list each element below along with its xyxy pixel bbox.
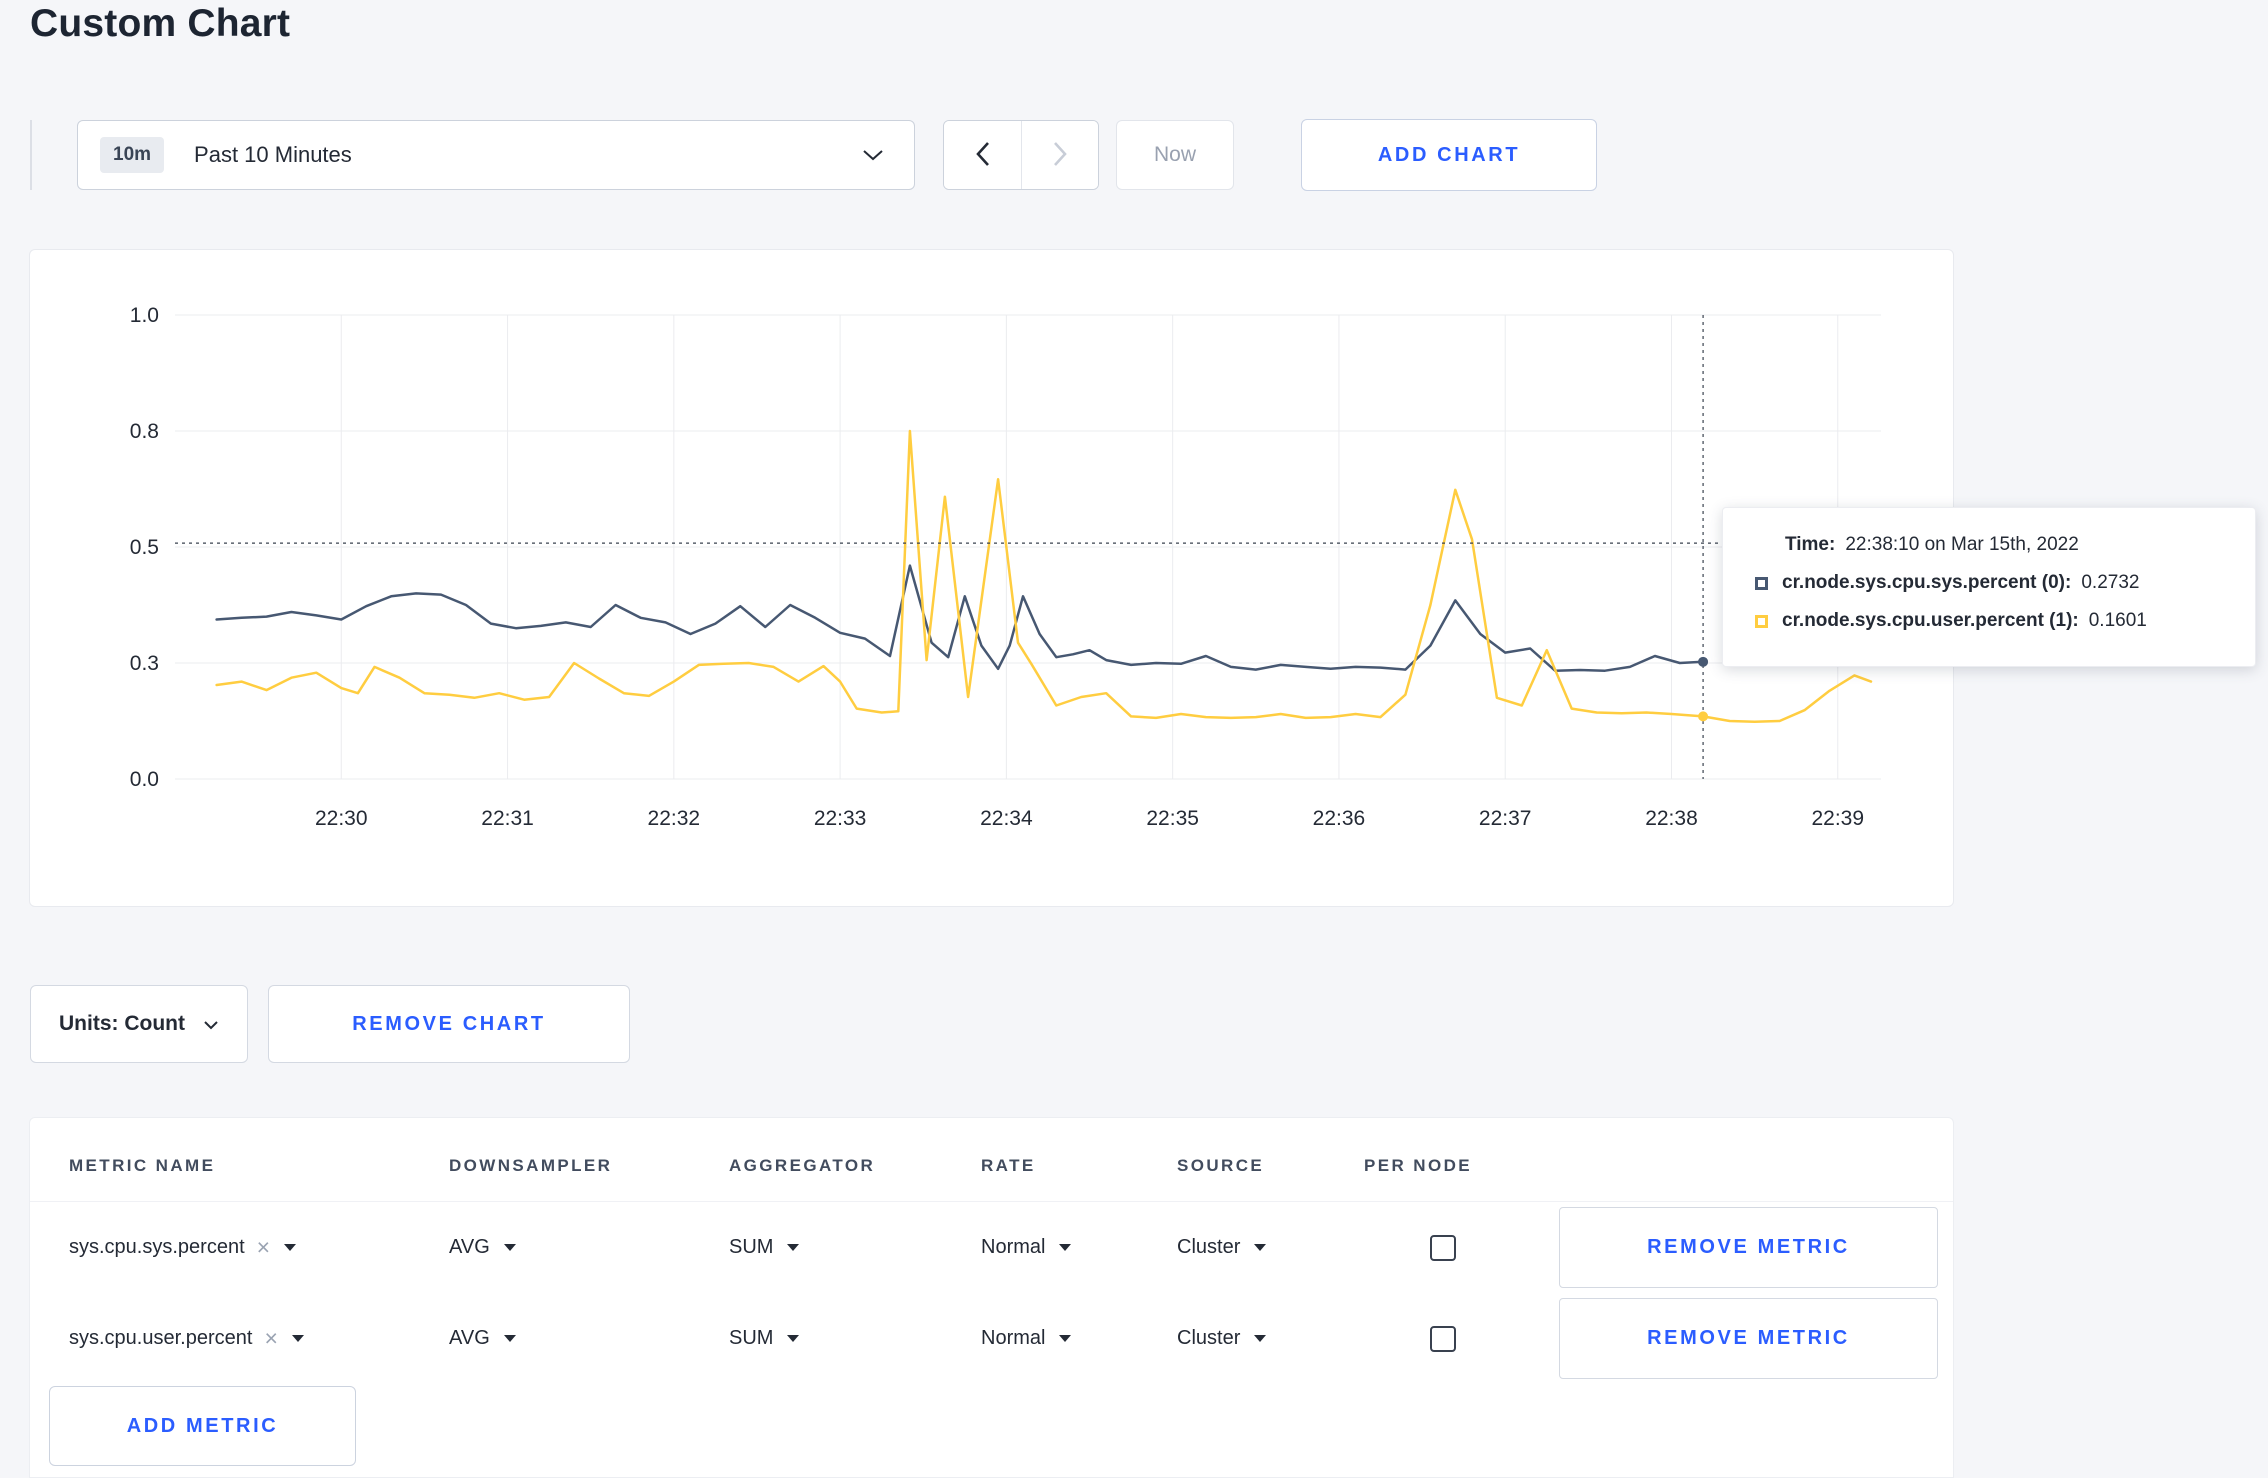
col-header-rate: RATE bbox=[981, 1155, 1036, 1175]
dropdown-caret-icon[interactable] bbox=[284, 1244, 297, 1251]
chevron-right-icon bbox=[1052, 140, 1068, 171]
aggregator-select[interactable]: SUM bbox=[729, 1327, 800, 1350]
aggregator-select[interactable]: SUM bbox=[729, 1236, 800, 1259]
svg-text:22:30: 22:30 bbox=[315, 807, 368, 830]
aggregator-value: SUM bbox=[729, 1236, 774, 1258]
tooltip-series-value: 0.1601 bbox=[2088, 610, 2147, 631]
chart-panel: 0.0 0.3 0.5 0.8 1.0 22:30 22:31 22:32 22:33 22:34… bbox=[29, 249, 2256, 908]
tooltip-series-name: cr.node.sys.cpu.sys.percent (0): bbox=[1782, 572, 2072, 593]
svg-text:22:36: 22:36 bbox=[1313, 807, 1366, 830]
tooltip-series-value: 0.2732 bbox=[2081, 572, 2140, 593]
time-range-dropdown[interactable]: 10m Past 10 Minutes bbox=[77, 120, 915, 190]
col-header-downsampler: DOWNSAMPLER bbox=[449, 1155, 613, 1175]
metrics-table-panel: METRIC NAME DOWNSAMPLER AGGREGATOR RATE … bbox=[29, 1117, 1954, 1478]
chart-tooltip: Time: 22:38:10 on Mar 15th, 2022 cr.node… bbox=[1722, 507, 2256, 667]
rate-value: Normal bbox=[981, 1236, 1046, 1258]
dropdown-caret-icon bbox=[1059, 1244, 1072, 1251]
dropdown-caret-icon bbox=[1254, 1244, 1267, 1251]
remove-chart-button[interactable]: REMOVE CHART bbox=[267, 985, 630, 1063]
add-chart-button[interactable]: ADD CHART bbox=[1301, 119, 1597, 191]
svg-text:22:33: 22:33 bbox=[814, 807, 867, 830]
svg-text:1.0: 1.0 bbox=[130, 304, 159, 327]
add-metric-button[interactable]: ADD METRIC bbox=[49, 1386, 356, 1466]
rate-select[interactable]: Normal bbox=[981, 1236, 1072, 1259]
tooltip-time-value: 22:38:10 on Mar 15th, 2022 bbox=[1845, 534, 2079, 555]
col-header-aggregator: AGGREGATOR bbox=[729, 1155, 876, 1175]
remove-metric-button[interactable]: REMOVE METRIC bbox=[1559, 1298, 1938, 1379]
time-nav-group bbox=[943, 120, 1099, 190]
dropdown-caret-icon[interactable] bbox=[291, 1335, 304, 1342]
tooltip-time-label: Time: bbox=[1785, 534, 1836, 555]
col-header-metric-name: METRIC NAME bbox=[69, 1155, 216, 1175]
downsampler-select[interactable]: AVG bbox=[449, 1327, 516, 1350]
svg-text:22:39: 22:39 bbox=[1811, 807, 1864, 830]
toolbar: 10m Past 10 Minutes Now ADD CHART bbox=[30, 119, 1597, 191]
now-button[interactable]: Now bbox=[1116, 120, 1234, 190]
dropdown-caret-icon bbox=[1254, 1335, 1267, 1342]
per-node-checkbox[interactable] bbox=[1430, 1325, 1456, 1352]
svg-text:22:31: 22:31 bbox=[481, 807, 534, 830]
rate-value: Normal bbox=[981, 1327, 1046, 1349]
page-title: Custom Chart bbox=[30, 2, 291, 45]
remove-metric-button[interactable]: REMOVE METRIC bbox=[1559, 1207, 1938, 1288]
metric-row: sys.cpu.sys.percent × AVG SUM Normal Clu… bbox=[30, 1202, 1953, 1293]
series-sys-swatch-icon bbox=[1755, 576, 1768, 590]
dropdown-caret-icon bbox=[503, 1335, 516, 1342]
metric-name-select[interactable]: sys.cpu.sys.percent × bbox=[69, 1236, 449, 1259]
time-range-badge: 10m bbox=[100, 137, 165, 173]
source-select[interactable]: Cluster bbox=[1177, 1236, 1267, 1259]
svg-text:22:35: 22:35 bbox=[1146, 807, 1199, 830]
downsampler-value: AVG bbox=[449, 1327, 490, 1349]
svg-text:22:34: 22:34 bbox=[980, 807, 1033, 830]
metric-name-select[interactable]: sys.cpu.user.percent × bbox=[69, 1327, 449, 1350]
tooltip-series-name: cr.node.sys.cpu.user.percent (1): bbox=[1782, 610, 2079, 631]
clear-metric-icon[interactable]: × bbox=[256, 1234, 271, 1260]
aggregator-value: SUM bbox=[729, 1327, 774, 1349]
chevron-down-icon bbox=[862, 149, 884, 161]
rate-select[interactable]: Normal bbox=[981, 1327, 1072, 1350]
svg-text:0.8: 0.8 bbox=[130, 420, 159, 443]
time-range-label: Past 10 Minutes bbox=[194, 142, 352, 167]
svg-text:0.5: 0.5 bbox=[130, 536, 159, 559]
svg-text:22:38: 22:38 bbox=[1645, 807, 1698, 830]
svg-text:22:37: 22:37 bbox=[1479, 807, 1532, 830]
dropdown-caret-icon bbox=[1059, 1335, 1072, 1342]
downsampler-select[interactable]: AVG bbox=[449, 1236, 516, 1259]
prev-range-button[interactable] bbox=[944, 121, 1021, 189]
per-node-checkbox[interactable] bbox=[1430, 1234, 1456, 1261]
metric-name-label: sys.cpu.sys.percent bbox=[69, 1236, 245, 1258]
downsampler-value: AVG bbox=[449, 1236, 490, 1258]
svg-text:22:32: 22:32 bbox=[648, 807, 701, 830]
col-header-per-node: PER NODE bbox=[1364, 1155, 1472, 1175]
series-user-swatch-icon bbox=[1755, 614, 1768, 628]
svg-text:0.3: 0.3 bbox=[130, 652, 159, 675]
tooltip-series-row: cr.node.sys.cpu.user.percent (1): 0.1601 bbox=[1755, 610, 2229, 632]
metric-name-label: sys.cpu.user.percent bbox=[69, 1327, 253, 1349]
line-chart[interactable]: 0.0 0.3 0.5 0.8 1.0 22:30 22:31 22:32 22:33 22:34… bbox=[30, 250, 1955, 908]
next-range-button[interactable] bbox=[1021, 121, 1098, 189]
source-value: Cluster bbox=[1177, 1327, 1241, 1349]
tooltip-time-row: Time: 22:38:10 on Mar 15th, 2022 bbox=[1785, 534, 2229, 556]
metric-row: sys.cpu.user.percent × AVG SUM Normal Cl… bbox=[30, 1293, 1953, 1384]
metrics-table-header: METRIC NAME DOWNSAMPLER AGGREGATOR RATE … bbox=[30, 1118, 1953, 1202]
source-select[interactable]: Cluster bbox=[1177, 1327, 1267, 1350]
dropdown-caret-icon bbox=[787, 1244, 800, 1251]
svg-text:0.0: 0.0 bbox=[130, 768, 159, 791]
chart-controls: Units: Count REMOVE CHART bbox=[30, 985, 630, 1063]
source-value: Cluster bbox=[1177, 1236, 1241, 1258]
clear-metric-icon[interactable]: × bbox=[264, 1325, 278, 1351]
tooltip-series-row: cr.node.sys.cpu.sys.percent (0): 0.2732 bbox=[1755, 572, 2229, 594]
col-header-source: SOURCE bbox=[1177, 1155, 1265, 1175]
dropdown-caret-icon bbox=[503, 1244, 516, 1251]
units-label: Units: Count bbox=[59, 1012, 185, 1035]
dropdown-caret-icon bbox=[787, 1335, 800, 1342]
toolbar-divider bbox=[30, 120, 32, 190]
units-dropdown[interactable]: Units: Count bbox=[30, 985, 248, 1063]
chevron-left-icon bbox=[975, 140, 991, 171]
chevron-down-icon bbox=[203, 1012, 219, 1036]
